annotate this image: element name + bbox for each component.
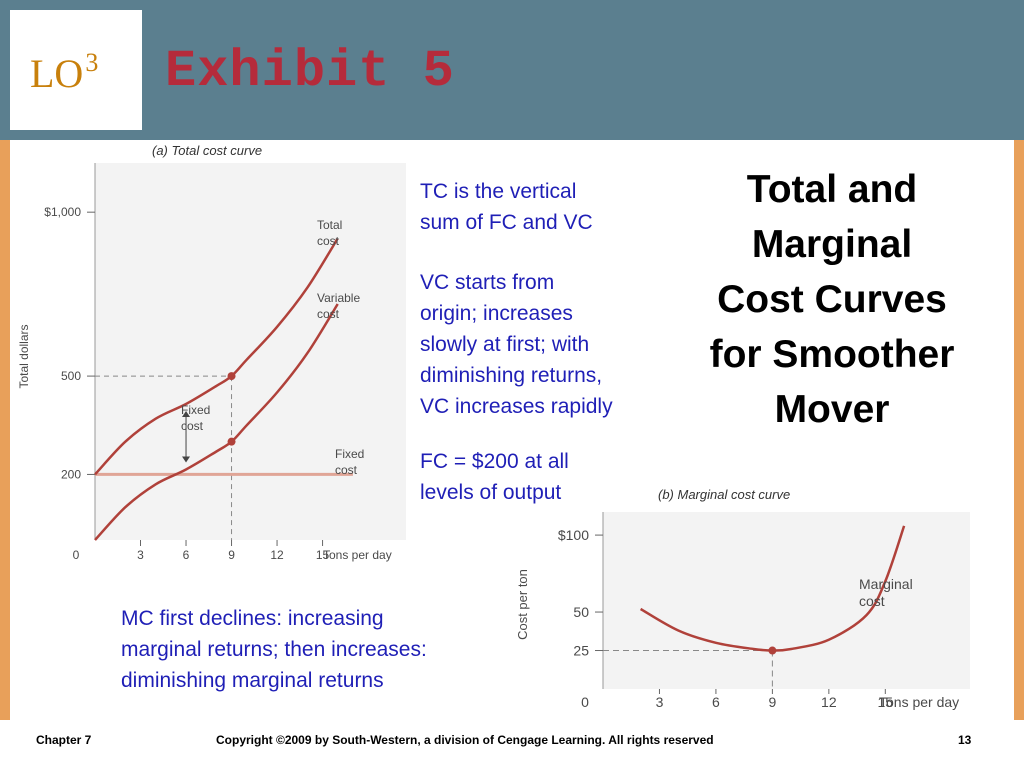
note-line: diminishing returns, xyxy=(420,364,603,387)
note-line: levels of output xyxy=(420,481,562,504)
x-tick-label: 6 xyxy=(183,548,190,562)
y-tick-label: 200 xyxy=(61,467,81,481)
slide-title: Total and Marginal Cost Curves for Smoot… xyxy=(660,162,1004,437)
plot-background xyxy=(603,512,970,689)
data-point xyxy=(768,646,777,655)
y-axis-label: Cost per ton xyxy=(515,569,530,640)
title-line: Mover xyxy=(774,388,890,431)
note-line: marginal returns; then increases: xyxy=(121,638,427,661)
y-axis-label: Total dollars xyxy=(17,324,31,388)
slide-footer xyxy=(0,720,1024,768)
x-tick-label: 0 xyxy=(73,548,80,562)
bracket-label: Fixed xyxy=(181,403,210,417)
lo-number: 3 xyxy=(85,48,99,77)
variable-cost-curve xyxy=(94,303,339,541)
title-line: Cost Curves xyxy=(717,278,947,321)
marginal-cost-curve xyxy=(639,525,906,652)
x-tick-label: 6 xyxy=(712,694,720,710)
lo-label: LO3 xyxy=(30,48,99,96)
x-tick-label: 9 xyxy=(768,694,776,710)
x-tick-label: 12 xyxy=(821,694,837,710)
note-line: origin; increases xyxy=(420,302,573,325)
chart-title: (a) Total cost curve xyxy=(152,143,262,158)
note-tc: TC is the vertical sum of FC and VC xyxy=(420,176,593,238)
x-tick-label: 15 xyxy=(316,548,330,562)
x-tick-label: 12 xyxy=(270,548,284,562)
note-fc: FC = $200 at all levels of output xyxy=(420,446,569,508)
footer-copyright: Copyright ©2009 by South-Western, a divi… xyxy=(216,733,714,747)
bracket-arrow-down xyxy=(182,456,191,463)
title-line: for Smoother xyxy=(709,333,955,376)
footer-chapter: Chapter 7 xyxy=(36,733,92,747)
x-axis-label: Tons per day xyxy=(879,694,959,710)
slide-header xyxy=(0,0,1024,140)
note-line: diminishing marginal returns xyxy=(121,669,384,692)
x-tick-label: 9 xyxy=(228,548,235,562)
series-label: Fixed xyxy=(335,447,364,461)
y-tick-label: 500 xyxy=(61,369,81,383)
title-line: Total and xyxy=(746,168,918,211)
chart-title-prefix: (a) xyxy=(152,143,168,158)
y-tick-label: $1,000 xyxy=(44,205,81,219)
y-tick-label: $100 xyxy=(558,527,589,543)
x-tick-label: 3 xyxy=(656,694,664,710)
x-axis-label: Tons per day xyxy=(323,548,392,562)
note-line: slowly at first; with xyxy=(420,333,590,356)
note-line: FC = $200 at all xyxy=(420,450,569,473)
x-tick-label: 0 xyxy=(581,694,589,710)
chart-title-text: Total cost curve xyxy=(168,143,262,158)
note-line: TC is the vertical xyxy=(420,180,577,203)
x-tick-label: 3 xyxy=(137,548,144,562)
chart-title-prefix: (b) xyxy=(658,487,674,502)
data-point xyxy=(227,437,236,446)
series-label: cost xyxy=(317,234,340,248)
marginal-cost-chart: (b) Marginal cost curve 25 50 $100 0 3 6 9 12 15T… xyxy=(515,487,970,710)
y-tick-label: 50 xyxy=(573,604,589,620)
total-cost-curve xyxy=(94,237,339,476)
series-label: Variable xyxy=(317,291,360,305)
total-cost-chart: (a) Total cost curve 200 500 $1,000 0 3 6 9 12 15… xyxy=(17,143,406,562)
note-line: VC starts from xyxy=(420,271,555,294)
note-line: VC increases rapidly xyxy=(420,395,613,418)
series-label: cost xyxy=(335,463,358,477)
exhibit-title: Exhibit 5 xyxy=(165,42,455,101)
series-label: cost xyxy=(317,307,340,321)
lo-box xyxy=(10,10,142,130)
note-line: sum of FC and VC xyxy=(420,211,593,234)
note-line: MC first declines: increasing xyxy=(121,607,384,630)
y-tick-label: 25 xyxy=(573,643,589,659)
series-label: Marginal xyxy=(859,576,913,592)
chart-title-text: Marginal cost curve xyxy=(674,487,790,502)
x-tick-label: 15 xyxy=(878,694,894,710)
bracket-label: cost xyxy=(181,419,204,433)
series-label: cost xyxy=(859,593,885,609)
bracket-arrow-up xyxy=(182,410,191,417)
note-vc: VC starts from origin; increases slowly … xyxy=(420,267,613,422)
chart-title: (b) Marginal cost curve xyxy=(658,487,790,502)
title-line: Marginal xyxy=(751,223,913,266)
series-label: Total xyxy=(317,218,342,232)
plot-background xyxy=(95,163,406,540)
footer-page-number: 13 xyxy=(958,733,972,747)
note-mc: MC first declines: increasing marginal r… xyxy=(121,603,427,696)
data-point xyxy=(227,372,236,381)
